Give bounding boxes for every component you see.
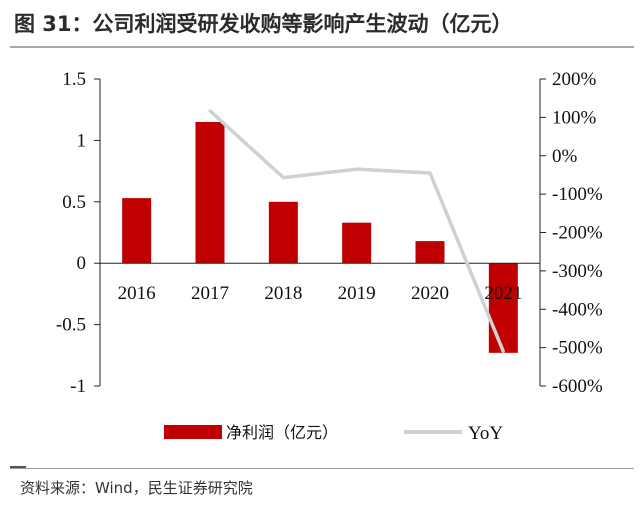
source-note: 资料来源：Wind，民生证券研究院 [20,479,253,497]
category-labels: 2016 2017 2018 2019 2020 2021 [118,283,523,304]
bar-net-profit-2019 [342,222,372,264]
left-tick-label: -0.5 [56,315,86,336]
left-tick-label: 1.5 [62,69,86,90]
legend-label-yoy: YoY [468,423,503,444]
right-tick-label: -500% [552,338,603,359]
category-label-2020: 2020 [411,283,449,304]
yoy-point-2020 [428,171,432,175]
category-label-2018: 2018 [264,283,302,304]
bar-net-profit-2021 [488,263,518,353]
left-axis-ticks: 1.5 1 0.5 0 -0.5 -1 [56,69,100,397]
left-tick-label: 0.5 [62,192,86,213]
axes [99,79,541,386]
bar-net-profit-2017 [195,121,225,264]
right-tick-label: -300% [552,261,603,282]
category-label-2021: 2021 [484,283,522,304]
bar-net-profit-2016 [122,198,152,264]
right-tick-label: -200% [552,223,603,244]
right-tick-label: -600% [552,376,603,397]
right-tick-label: -400% [552,299,603,320]
yoy-point-2021 [501,349,505,353]
right-axis-ticks: 200% 100% 0% -100% -200% -300% -400% -500% -600% [540,69,603,397]
legend: 净利润（亿元） YoY [164,423,503,444]
right-tick-label: 100% [552,107,597,128]
yoy-series [208,109,505,353]
bar-net-profit-2018 [268,201,298,264]
right-tick-label: 200% [552,69,597,90]
chart-title: 图 31：公司利润受研发收购等影响产生波动（亿元） [14,12,513,36]
bar-net-profit-2020 [415,241,445,264]
category-label-2019: 2019 [338,283,376,304]
category-label-2017: 2017 [191,283,229,304]
right-tick-label: -100% [552,184,603,205]
right-tick-label: 0% [552,146,578,167]
yoy-point-2017 [208,109,212,113]
legend-swatch-net-profit [164,425,222,439]
bars [122,121,518,353]
title-divider [10,46,634,48]
left-tick-label: 1 [77,130,87,151]
legend-label-net-profit: 净利润（亿元） [226,423,338,442]
yoy-point-2018 [281,176,285,180]
footer-divider [10,468,634,469]
left-tick-label: 0 [77,253,87,274]
footer-divider-accent [10,466,26,468]
left-tick-label: -1 [70,376,86,397]
yoy-point-2019 [355,167,359,171]
category-label-2016: 2016 [118,283,156,304]
